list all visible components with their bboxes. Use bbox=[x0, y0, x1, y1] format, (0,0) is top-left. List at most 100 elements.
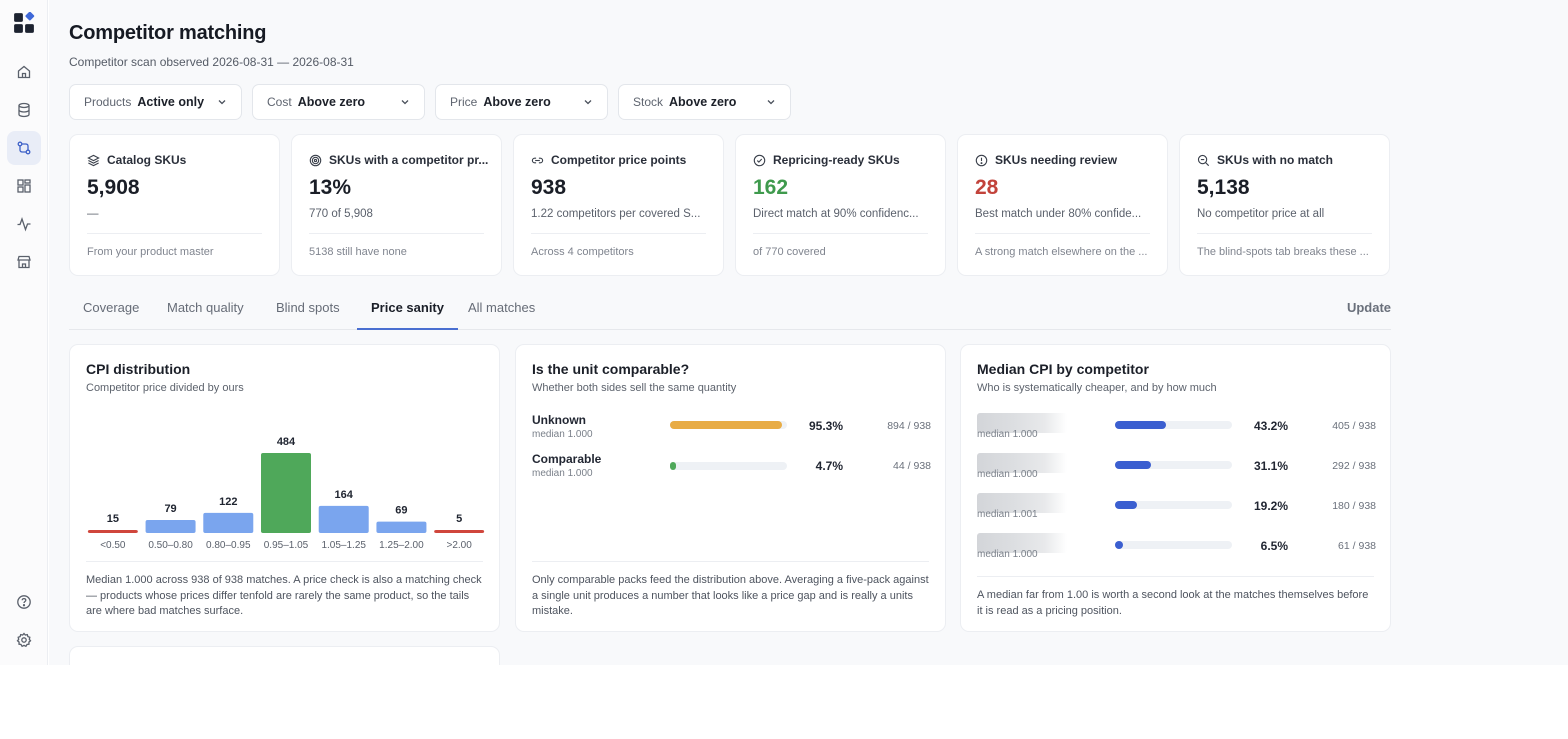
share-bar-track bbox=[670, 462, 787, 470]
panel-subtitle: Competitor price divided by ours bbox=[86, 382, 244, 394]
kpi-subtext: 1.22 competitors per covered S... bbox=[531, 208, 701, 220]
cpi-category-label: >2.00 bbox=[446, 540, 472, 551]
competitor-median: median 1.001 bbox=[977, 509, 1038, 520]
unit-median: median 1.000 bbox=[532, 429, 593, 440]
kpi-competitor-coverage: SKUs with a competitor pr... 13% 770 of … bbox=[291, 134, 502, 276]
redacted-competitor-name bbox=[977, 453, 1067, 473]
kpi-divider bbox=[753, 233, 928, 234]
matching-icon[interactable] bbox=[7, 131, 41, 165]
filter-label: Price bbox=[450, 95, 478, 109]
share-bar-fill bbox=[1115, 541, 1123, 549]
tab-bar: Coverage Match quality Blind spots Price… bbox=[69, 290, 1391, 330]
cpi-bar-value-label: 164 bbox=[335, 489, 354, 501]
store-icon[interactable] bbox=[7, 245, 41, 279]
cpi-category-label: 0.80–0.95 bbox=[206, 540, 251, 551]
filter-cost[interactable]: Cost Above zero bbox=[252, 84, 425, 120]
kpi-subtext: 770 of 5,908 bbox=[309, 208, 373, 220]
kpi-divider bbox=[309, 233, 484, 234]
panel-divider bbox=[977, 576, 1374, 577]
cpi-bar bbox=[145, 519, 196, 533]
cpi-category-label: 0.95–1.05 bbox=[264, 540, 309, 551]
activity-icon[interactable] bbox=[7, 207, 41, 241]
filter-value: Above zero bbox=[483, 95, 551, 109]
competitor-median: median 1.000 bbox=[977, 429, 1038, 440]
search-zoom-icon bbox=[1197, 154, 1210, 166]
settings-icon[interactable] bbox=[7, 623, 41, 657]
layers-icon bbox=[87, 154, 100, 166]
page-subtitle: Competitor scan observed 2026-08-31 — 20… bbox=[69, 55, 354, 69]
kpi-footnote: of 770 covered bbox=[753, 246, 826, 258]
redacted-competitor-name bbox=[977, 413, 1067, 433]
filter-products[interactable]: Products Active only bbox=[69, 84, 242, 120]
share-percent: 95.3% bbox=[808, 419, 843, 433]
app-logo-icon[interactable] bbox=[7, 6, 41, 40]
cpi-bar bbox=[261, 453, 311, 533]
help-icon[interactable] bbox=[7, 585, 41, 619]
kpi-title: Competitor price points bbox=[551, 153, 687, 167]
database-icon[interactable] bbox=[7, 93, 41, 127]
cpi-distribution-panel: CPI distribution Competitor price divide… bbox=[69, 344, 500, 632]
panel-title: CPI distribution bbox=[86, 361, 191, 377]
kpi-footnote: The blind-spots tab breaks these ... bbox=[1197, 246, 1369, 258]
alert-circle-icon bbox=[975, 154, 988, 166]
cpi-bar-value-label: 5 bbox=[456, 513, 462, 525]
page-title: Competitor matching bbox=[69, 22, 267, 44]
cpi-bar-value-label: 69 bbox=[395, 505, 407, 517]
tab-blind-spots[interactable]: Blind spots bbox=[276, 300, 340, 315]
panel-title: Median CPI by competitor bbox=[977, 361, 1149, 377]
kpi-divider bbox=[975, 233, 1150, 234]
chevron-down-icon bbox=[218, 100, 226, 105]
kpi-no-match: SKUs with no match 5,138 No competitor p… bbox=[1179, 134, 1390, 276]
kpi-divider bbox=[1197, 233, 1372, 234]
update-button[interactable]: Update bbox=[1346, 300, 1391, 315]
kpi-footnote: A strong match elsewhere on the ... bbox=[975, 246, 1148, 258]
check-circle-icon bbox=[753, 154, 766, 166]
filter-value: Above zero bbox=[669, 95, 737, 109]
panel-subtitle: Who is systematically cheaper, and by ho… bbox=[977, 382, 1217, 394]
dashboard-icon[interactable] bbox=[7, 169, 41, 203]
share-bar-fill bbox=[1115, 461, 1152, 469]
cpi-bar-value-label: 79 bbox=[164, 503, 176, 515]
kpi-divider bbox=[87, 233, 262, 234]
filter-price[interactable]: Price Above zero bbox=[435, 84, 608, 120]
cpi-category-label: 1.05–1.25 bbox=[321, 540, 366, 551]
unit-median: median 1.000 bbox=[532, 468, 593, 479]
share-bar-track bbox=[1115, 461, 1232, 469]
share-percent: 6.5% bbox=[1260, 539, 1288, 553]
kpi-value: 13% bbox=[309, 176, 352, 199]
cpi-category-label: 1.25–2.00 bbox=[379, 540, 424, 551]
share-count: 61 / 938 bbox=[1338, 540, 1376, 552]
tab-match-quality[interactable]: Match quality bbox=[167, 300, 244, 315]
competitor-row: median 1.000 31.1% 292 / 938 bbox=[977, 453, 1376, 493]
cpi-bar bbox=[376, 521, 427, 533]
tab-all-matches[interactable]: All matches bbox=[468, 300, 536, 315]
share-bar-fill bbox=[670, 421, 782, 429]
share-bar-track bbox=[1115, 501, 1232, 509]
unit-label: Comparable bbox=[532, 452, 602, 466]
competitor-median: median 1.000 bbox=[977, 469, 1038, 480]
share-percent: 4.7% bbox=[815, 459, 843, 473]
tab-coverage[interactable]: Coverage bbox=[83, 300, 140, 315]
target-icon bbox=[309, 154, 322, 166]
share-count: 405 / 938 bbox=[1332, 420, 1376, 432]
panel-note: Only comparable packs feed the distribut… bbox=[532, 574, 929, 617]
chevron-down-icon bbox=[584, 100, 592, 105]
competitor-median: median 1.000 bbox=[977, 549, 1038, 560]
kpi-title: SKUs needing review bbox=[995, 153, 1118, 167]
share-count: 894 / 938 bbox=[887, 420, 931, 432]
share-count: 44 / 938 bbox=[893, 460, 931, 472]
share-count: 180 / 938 bbox=[1332, 500, 1376, 512]
kpi-value: 5,138 bbox=[1197, 176, 1250, 199]
kpi-price-points: Competitor price points 938 1.22 competi… bbox=[513, 134, 724, 276]
chevron-down-icon bbox=[767, 100, 775, 105]
share-percent: 31.1% bbox=[1253, 459, 1288, 473]
tab-price-sanity[interactable]: Price sanity bbox=[357, 300, 458, 330]
cpi-bar-value-label: 122 bbox=[219, 496, 237, 508]
filter-stock[interactable]: Stock Above zero bbox=[618, 84, 791, 120]
chevron-down-icon bbox=[401, 100, 409, 105]
panel-divider bbox=[532, 561, 929, 562]
panel-subtitle: Whether both sides sell the same quantit… bbox=[532, 382, 737, 394]
unit-row-unknown: Unknown median 1.000 95.3% 894 / 938 bbox=[532, 413, 931, 447]
home-icon[interactable] bbox=[7, 55, 41, 89]
competitor-row: median 1.001 19.2% 180 / 938 bbox=[977, 493, 1376, 533]
